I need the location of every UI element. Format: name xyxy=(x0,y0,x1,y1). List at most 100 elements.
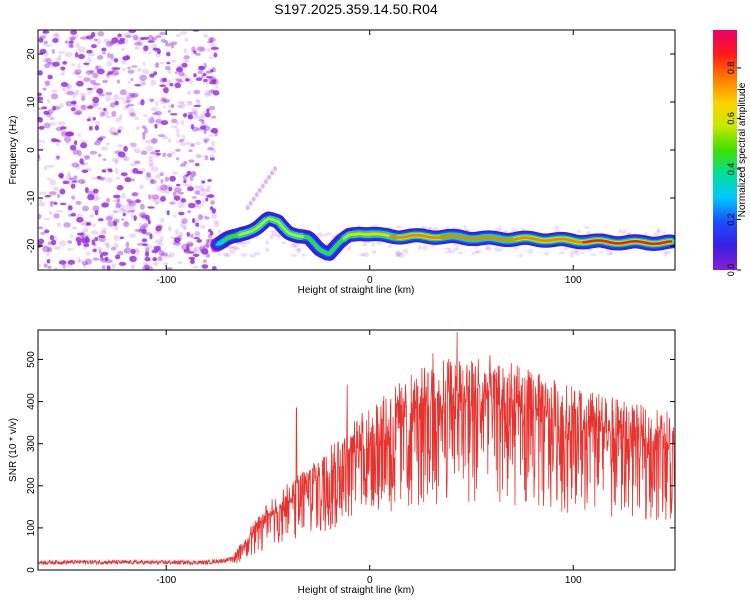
noise-blob xyxy=(206,69,213,75)
noise-blob xyxy=(248,200,253,206)
noise-blob xyxy=(50,201,58,204)
noise-blob xyxy=(518,253,523,258)
noise-blob xyxy=(86,87,93,91)
noise-blob xyxy=(139,225,146,232)
noise-blob xyxy=(97,55,104,60)
noise-blob xyxy=(62,263,66,269)
noise-blob xyxy=(94,193,99,199)
noise-blob xyxy=(183,161,188,165)
noise-blob xyxy=(198,186,205,192)
noise-blob xyxy=(96,39,102,45)
noise-blob xyxy=(371,250,377,254)
noise-blob xyxy=(125,91,133,99)
noise-blob xyxy=(105,40,114,47)
noise-blob xyxy=(93,242,97,247)
noise-blob xyxy=(60,72,65,76)
noise-blob xyxy=(112,210,118,214)
noise-blob xyxy=(241,242,246,248)
noise-blob xyxy=(104,256,109,261)
noise-blob xyxy=(160,179,164,184)
noise-blob xyxy=(190,124,195,130)
noise-blob xyxy=(127,103,135,107)
noise-blob xyxy=(43,42,47,47)
noise-blob xyxy=(69,144,77,151)
noise-blob xyxy=(116,79,120,84)
noise-blob xyxy=(125,241,130,248)
noise-blob xyxy=(38,202,46,207)
noise-blob xyxy=(181,218,188,224)
noise-blob xyxy=(193,236,200,240)
noise-blob xyxy=(62,180,70,185)
noise-blob xyxy=(139,80,146,87)
noise-blob xyxy=(197,100,201,106)
noise-blob xyxy=(656,229,662,234)
noise-blob xyxy=(87,194,95,201)
noise-blob xyxy=(72,148,79,155)
noise-blob xyxy=(201,180,206,184)
noise-blob xyxy=(80,105,85,109)
noise-blob xyxy=(189,174,194,182)
noise-blob xyxy=(100,146,108,151)
noise-blob xyxy=(49,234,55,241)
noise-blob xyxy=(90,44,98,49)
noise-blob xyxy=(38,70,43,76)
noise-blob xyxy=(131,142,138,147)
noise-blob xyxy=(60,81,69,87)
noise-blob xyxy=(170,151,176,155)
noise-blob xyxy=(112,194,121,199)
noise-blob xyxy=(122,154,128,161)
noise-blob xyxy=(163,99,168,104)
noise-blob xyxy=(100,230,107,236)
noise-blob xyxy=(290,243,296,248)
noise-blob xyxy=(149,98,154,103)
noise-blob xyxy=(183,55,191,60)
noise-blob xyxy=(180,198,187,203)
noise-blob xyxy=(82,154,91,159)
noise-blob xyxy=(147,40,155,43)
noise-blob xyxy=(38,213,42,220)
noise-blob xyxy=(49,116,54,121)
noise-blob xyxy=(75,200,82,205)
noise-blob xyxy=(76,80,84,87)
noise-blob xyxy=(44,229,50,234)
noise-blob xyxy=(81,205,90,212)
noise-blob xyxy=(181,134,186,140)
noise-blob xyxy=(45,57,52,63)
x-tick-label: 0 xyxy=(367,575,373,586)
noise-blob xyxy=(211,140,216,147)
noise-blob xyxy=(159,172,164,177)
noise-blob xyxy=(177,100,185,104)
noise-blob xyxy=(265,240,270,245)
colorbar-tick-label: 0.4 xyxy=(726,163,736,176)
noise-blob xyxy=(115,254,121,260)
noise-blob xyxy=(173,187,182,193)
noise-blob xyxy=(131,178,135,182)
noise-blob xyxy=(93,101,100,107)
noise-blob xyxy=(190,258,195,262)
noise-blob xyxy=(179,231,184,237)
noise-blob xyxy=(109,102,116,108)
noise-blob xyxy=(178,191,184,195)
noise-blob xyxy=(54,139,60,142)
noise-blob xyxy=(202,200,207,203)
noise-blob xyxy=(92,205,100,212)
noise-blob xyxy=(170,125,179,129)
noise-blob xyxy=(166,61,171,65)
noise-blob xyxy=(188,149,193,152)
noise-blob xyxy=(128,233,137,238)
noise-blob xyxy=(114,224,119,231)
noise-blob xyxy=(58,172,65,178)
noise-blob xyxy=(81,95,86,102)
noise-blob xyxy=(189,78,193,85)
noise-blob xyxy=(90,223,97,227)
noise-blob xyxy=(47,247,53,253)
spectrogram-x-label: Height of straight line (km) xyxy=(298,285,415,296)
noise-blob xyxy=(145,172,150,176)
noise-blob xyxy=(113,220,118,227)
noise-blob xyxy=(417,244,423,250)
noise-blob xyxy=(301,253,307,257)
noise-blob xyxy=(204,216,210,220)
noise-blob xyxy=(65,141,70,145)
noise-blob xyxy=(121,47,125,51)
noise-blob xyxy=(167,104,175,108)
